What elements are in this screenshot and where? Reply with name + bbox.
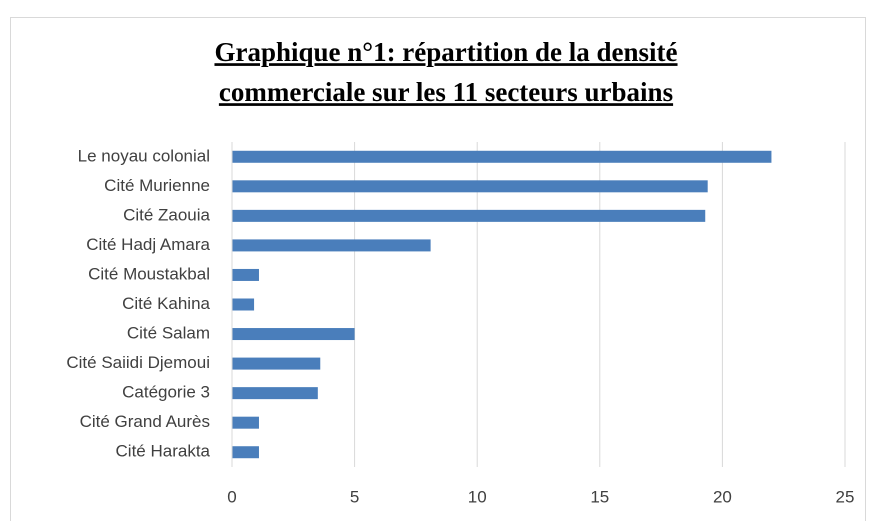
y-tick-label: Cité Zaouia bbox=[123, 205, 210, 224]
bar bbox=[232, 209, 706, 222]
y-tick-label: Cité Harakta bbox=[116, 442, 211, 461]
bar bbox=[232, 180, 708, 193]
bar bbox=[232, 268, 259, 281]
x-tick-label: 10 bbox=[468, 487, 487, 506]
y-tick-label: Cité Murienne bbox=[104, 176, 210, 195]
bar bbox=[232, 328, 355, 341]
bar bbox=[232, 357, 321, 370]
chart-border bbox=[10, 17, 866, 521]
x-tick-label: 15 bbox=[590, 487, 609, 506]
bar bbox=[232, 239, 431, 252]
x-tick-label: 5 bbox=[350, 487, 359, 506]
x-tick-label: 20 bbox=[713, 487, 732, 506]
bar bbox=[232, 387, 318, 400]
bar bbox=[232, 150, 772, 163]
y-tick-label: Le noyau colonial bbox=[78, 146, 210, 165]
x-tick-label: 0 bbox=[227, 487, 236, 506]
chart-title: Graphique n°1: répartition de la densité bbox=[214, 37, 677, 67]
bar bbox=[232, 298, 255, 311]
y-tick-label: Cité Moustakbal bbox=[88, 264, 210, 283]
bar bbox=[232, 446, 259, 459]
chart-title: commerciale sur les 11 secteurs urbains bbox=[219, 77, 673, 107]
bar bbox=[232, 416, 259, 429]
y-tick-label: Cité Hadj Amara bbox=[86, 235, 210, 254]
y-tick-label: Cité Saiidi Djemoui bbox=[66, 353, 210, 372]
y-tick-label: Cité Grand Aurès bbox=[80, 412, 210, 431]
y-tick-label: Cité Salam bbox=[127, 324, 210, 343]
x-tick-label: 25 bbox=[836, 487, 855, 506]
y-tick-label: Cité Kahina bbox=[122, 294, 210, 313]
y-tick-label: Catégorie 3 bbox=[122, 383, 210, 402]
